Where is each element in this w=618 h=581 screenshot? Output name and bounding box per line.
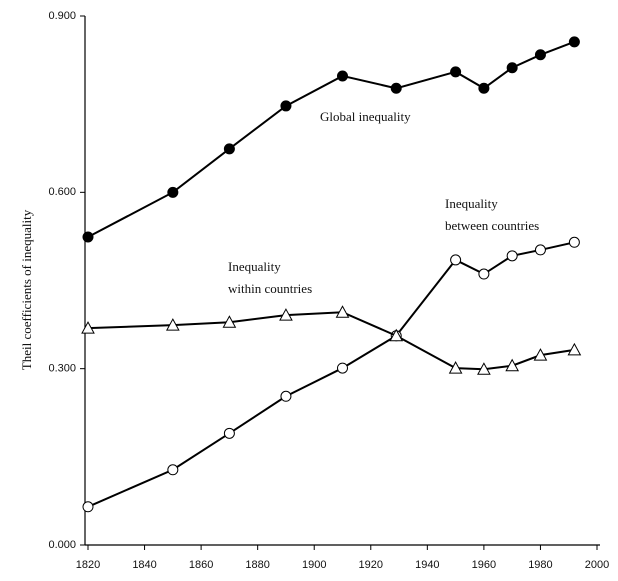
annotation: within countries <box>228 281 312 296</box>
x-tick-label: 1840 <box>132 559 156 571</box>
marker <box>390 82 402 94</box>
marker <box>478 82 490 94</box>
x-tick-label: 1880 <box>245 559 269 571</box>
annotation: Inequality <box>228 259 281 274</box>
marker <box>568 236 580 248</box>
series-line <box>87 311 575 371</box>
marker <box>223 427 235 439</box>
x-tick-label: 1820 <box>76 559 100 571</box>
marker <box>505 358 520 372</box>
marker <box>165 318 180 331</box>
marker <box>448 361 463 374</box>
marker <box>167 186 179 198</box>
y-tick-label: 0.900 <box>48 10 76 22</box>
x-tick-label: 1980 <box>528 559 552 571</box>
annotation: Global inequality <box>320 109 411 124</box>
x-tick-label: 2000 <box>585 559 609 571</box>
marker <box>335 305 350 318</box>
marker <box>82 501 94 513</box>
x-tick-label: 1940 <box>415 559 439 571</box>
marker <box>506 62 518 74</box>
marker <box>478 268 490 280</box>
marker <box>280 100 292 112</box>
marker <box>337 70 348 82</box>
marker <box>534 244 546 256</box>
x-tick-label: 1860 <box>189 559 213 571</box>
marker <box>533 348 548 361</box>
annotation: Inequality <box>445 196 498 211</box>
series-line <box>87 241 575 508</box>
marker <box>389 328 404 342</box>
marker <box>167 464 179 476</box>
marker <box>450 254 462 266</box>
x-tick-label: 1960 <box>472 559 496 571</box>
annotation: between countries <box>445 218 539 233</box>
marker <box>534 49 546 61</box>
marker <box>222 315 237 328</box>
marker <box>477 362 491 375</box>
y-tick-label: 0.300 <box>48 363 76 375</box>
x-tick-label: 1900 <box>302 559 326 571</box>
marker <box>337 362 348 374</box>
series-line <box>87 40 575 238</box>
marker <box>279 308 293 321</box>
y-tick-label: 0.600 <box>48 186 76 198</box>
marker <box>81 321 95 334</box>
marker <box>568 36 580 48</box>
marker <box>223 143 235 155</box>
x-tick-label: 1920 <box>359 559 383 571</box>
y-axis-label: Theil coefficients of inequality <box>19 209 34 370</box>
marker <box>567 342 582 356</box>
y-tick-label: 0.000 <box>48 539 76 551</box>
marker <box>506 250 518 262</box>
marker <box>450 66 462 78</box>
marker <box>280 390 292 402</box>
marker <box>82 231 94 243</box>
